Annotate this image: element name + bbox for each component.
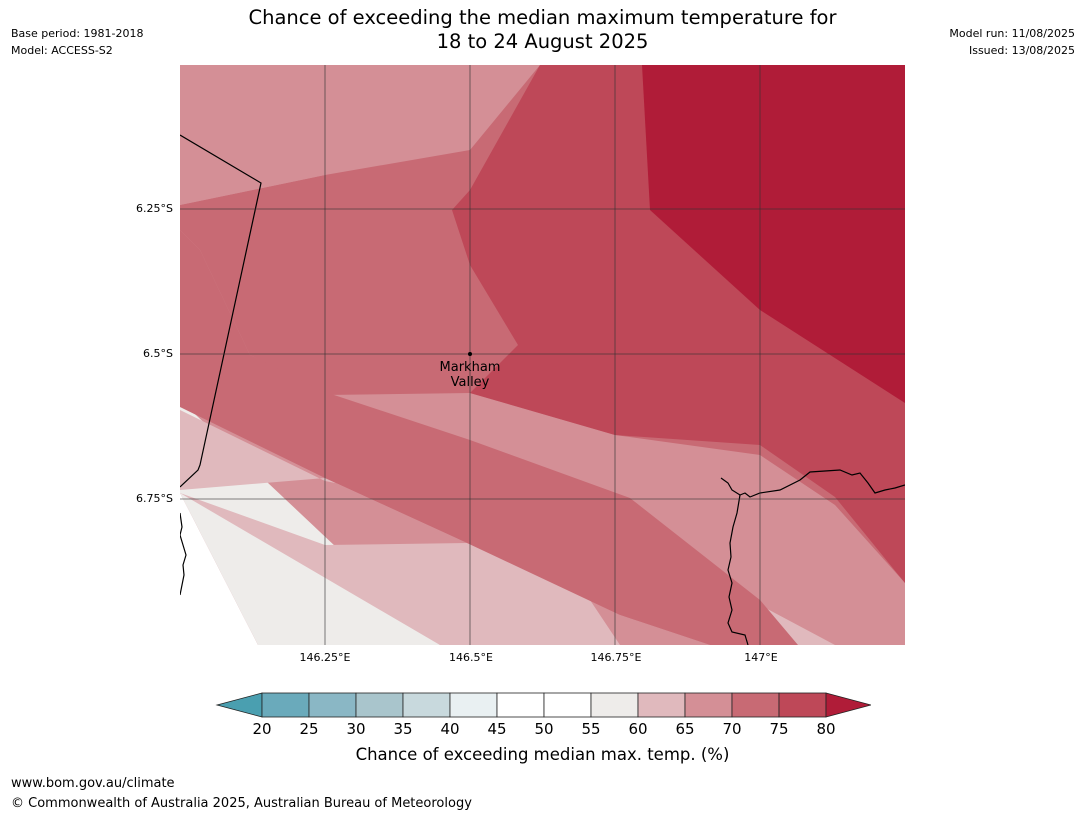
colorbar-tick-20: 20 [252, 720, 272, 738]
lat-label-6-25: 6.25°S [136, 202, 173, 215]
location-label: Markham Valley [420, 360, 520, 390]
footer-url[interactable]: www.bom.gov.au/climate [11, 776, 175, 791]
base-period-text: Base period: 1981-2018 [11, 27, 144, 40]
colorbar-segment-50-55 [543, 692, 592, 718]
colorbar-tick-75: 75 [769, 720, 789, 738]
lon-label-146-5: 146.5°E [449, 651, 493, 664]
colorbar-tick-35: 35 [393, 720, 413, 738]
colorbar-tick-25: 25 [299, 720, 319, 738]
colorbar-tick-80: 80 [816, 720, 836, 738]
probability-map [180, 65, 905, 645]
title-line-2: 18 to 24 August 2025 [436, 30, 649, 53]
colorbar-tick-65: 65 [675, 720, 695, 738]
title-line-1: Chance of exceeding the median maximum t… [248, 6, 837, 29]
colorbar-segment-60-65 [637, 692, 686, 718]
lon-label-146-75: 146.75°E [590, 651, 642, 664]
colorbar-tick-50: 50 [534, 720, 554, 738]
colorbar-segment-65-70 [684, 692, 733, 718]
colorbar-extend-high [825, 692, 871, 718]
lat-label-6-5: 6.5°S [143, 347, 173, 360]
lon-label-146-25: 146.25°E [299, 651, 351, 664]
colorbar-tick-40: 40 [440, 720, 460, 738]
zone-top-strip [180, 65, 325, 75]
lon-label-147: 147°E [744, 651, 778, 664]
colorbar-extend-low [215, 692, 263, 718]
colorbar-segment-70-75 [731, 692, 780, 718]
zone-80-plus [642, 65, 905, 403]
zone-70-75-lower [180, 230, 798, 645]
model-text: Model: ACCESS-S2 [11, 44, 113, 57]
coastline-west [180, 512, 187, 596]
footer-copyright: © Commonwealth of Australia 2025, Austra… [11, 796, 472, 811]
lat-label-6-75: 6.75°S [136, 492, 173, 505]
model-run-text: Model run: 11/08/2025 [949, 27, 1075, 40]
colorbar-segment-35-40 [402, 692, 451, 718]
colorbar-segment-25-30 [308, 692, 357, 718]
location-name-line-2: Valley [450, 375, 490, 390]
colorbar-segment-30-35 [355, 692, 404, 718]
zone-60-65-b [180, 493, 620, 645]
colorbar-segment-20-25 [261, 692, 310, 718]
markham-valley-marker [468, 352, 472, 356]
location-name-line-1: Markham [439, 360, 501, 375]
colorbar-segment-55-60 [590, 692, 639, 718]
colorbar-segment-45-50 [496, 692, 545, 718]
issued-text: Issued: 13/08/2025 [968, 44, 1075, 57]
colorbar-segment-40-45 [449, 692, 498, 718]
colorbar-tick-60: 60 [628, 720, 648, 738]
colorbar-tick-30: 30 [346, 720, 366, 738]
chart-title: Chance of exceeding the median maximum t… [0, 6, 1085, 54]
colorbar-tick-45: 45 [487, 720, 507, 738]
river-line [727, 494, 749, 645]
border-line [180, 134, 262, 488]
colorbar-label: Chance of exceeding median max. temp. (%… [355, 745, 730, 764]
colorbar [215, 692, 871, 718]
colorbar-tick-70: 70 [722, 720, 742, 738]
colorbar-tick-55: 55 [581, 720, 601, 738]
zone-65-70-top-left [180, 65, 435, 205]
colorbar-segment-75-80 [778, 692, 827, 718]
